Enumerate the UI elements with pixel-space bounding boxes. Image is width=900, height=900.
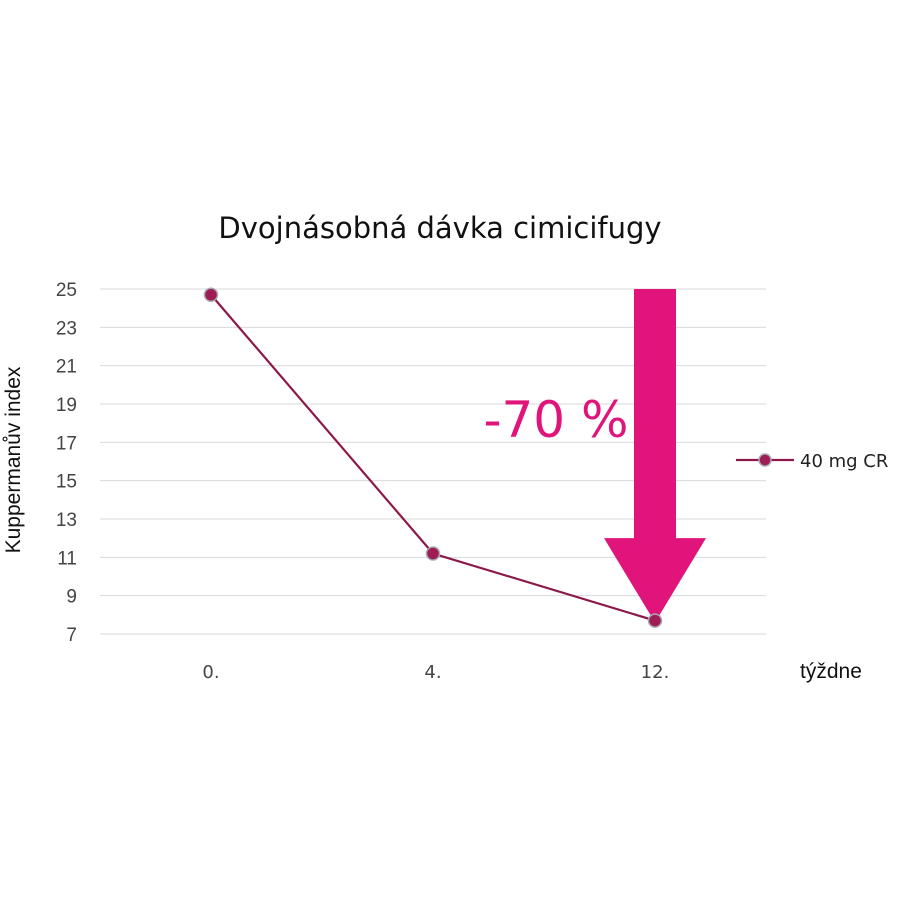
y-tick-label: 11 <box>57 548 77 569</box>
y-tick-label: 23 <box>56 318 77 339</box>
data-point <box>203 287 219 302</box>
y-tick-label: 13 <box>56 510 77 531</box>
y-tick-label: 25 <box>56 280 77 301</box>
y-tick-labels: 25 23 21 19 17 15 13 11 9 7 <box>56 280 77 646</box>
y-tick-label: 17 <box>56 433 77 454</box>
x-axis-label: týždne <box>800 660 862 683</box>
x-tick-label: 4. <box>424 662 441 683</box>
series-line <box>210 294 656 622</box>
down-arrow <box>604 289 706 623</box>
x-tick-label: 0. <box>202 662 219 683</box>
y-tick-label: 15 <box>56 472 77 493</box>
y-tick-label: 7 <box>66 625 77 646</box>
chart-title: Dvojnásobná dávka cimicifugy <box>218 211 661 245</box>
y-tick-label: 19 <box>56 395 77 416</box>
y-axis-label: Kuppermanův index <box>2 366 25 553</box>
reduction-arrow <box>604 289 706 623</box>
y-tick-label: 21 <box>56 357 77 378</box>
legend: 40 mg CR <box>736 451 888 472</box>
legend-marker <box>758 453 772 467</box>
x-tick-labels: 0. 4. 12. <box>202 662 669 683</box>
gridlines <box>100 288 766 635</box>
reduction-annotation: -70 % <box>483 391 628 449</box>
data-point <box>647 613 663 628</box>
y-tick-label: 9 <box>66 587 77 608</box>
series-40mg-cr <box>203 287 663 628</box>
legend-label: 40 mg CR <box>800 451 888 472</box>
x-tick-label: 12. <box>641 662 670 683</box>
data-point <box>425 546 441 561</box>
